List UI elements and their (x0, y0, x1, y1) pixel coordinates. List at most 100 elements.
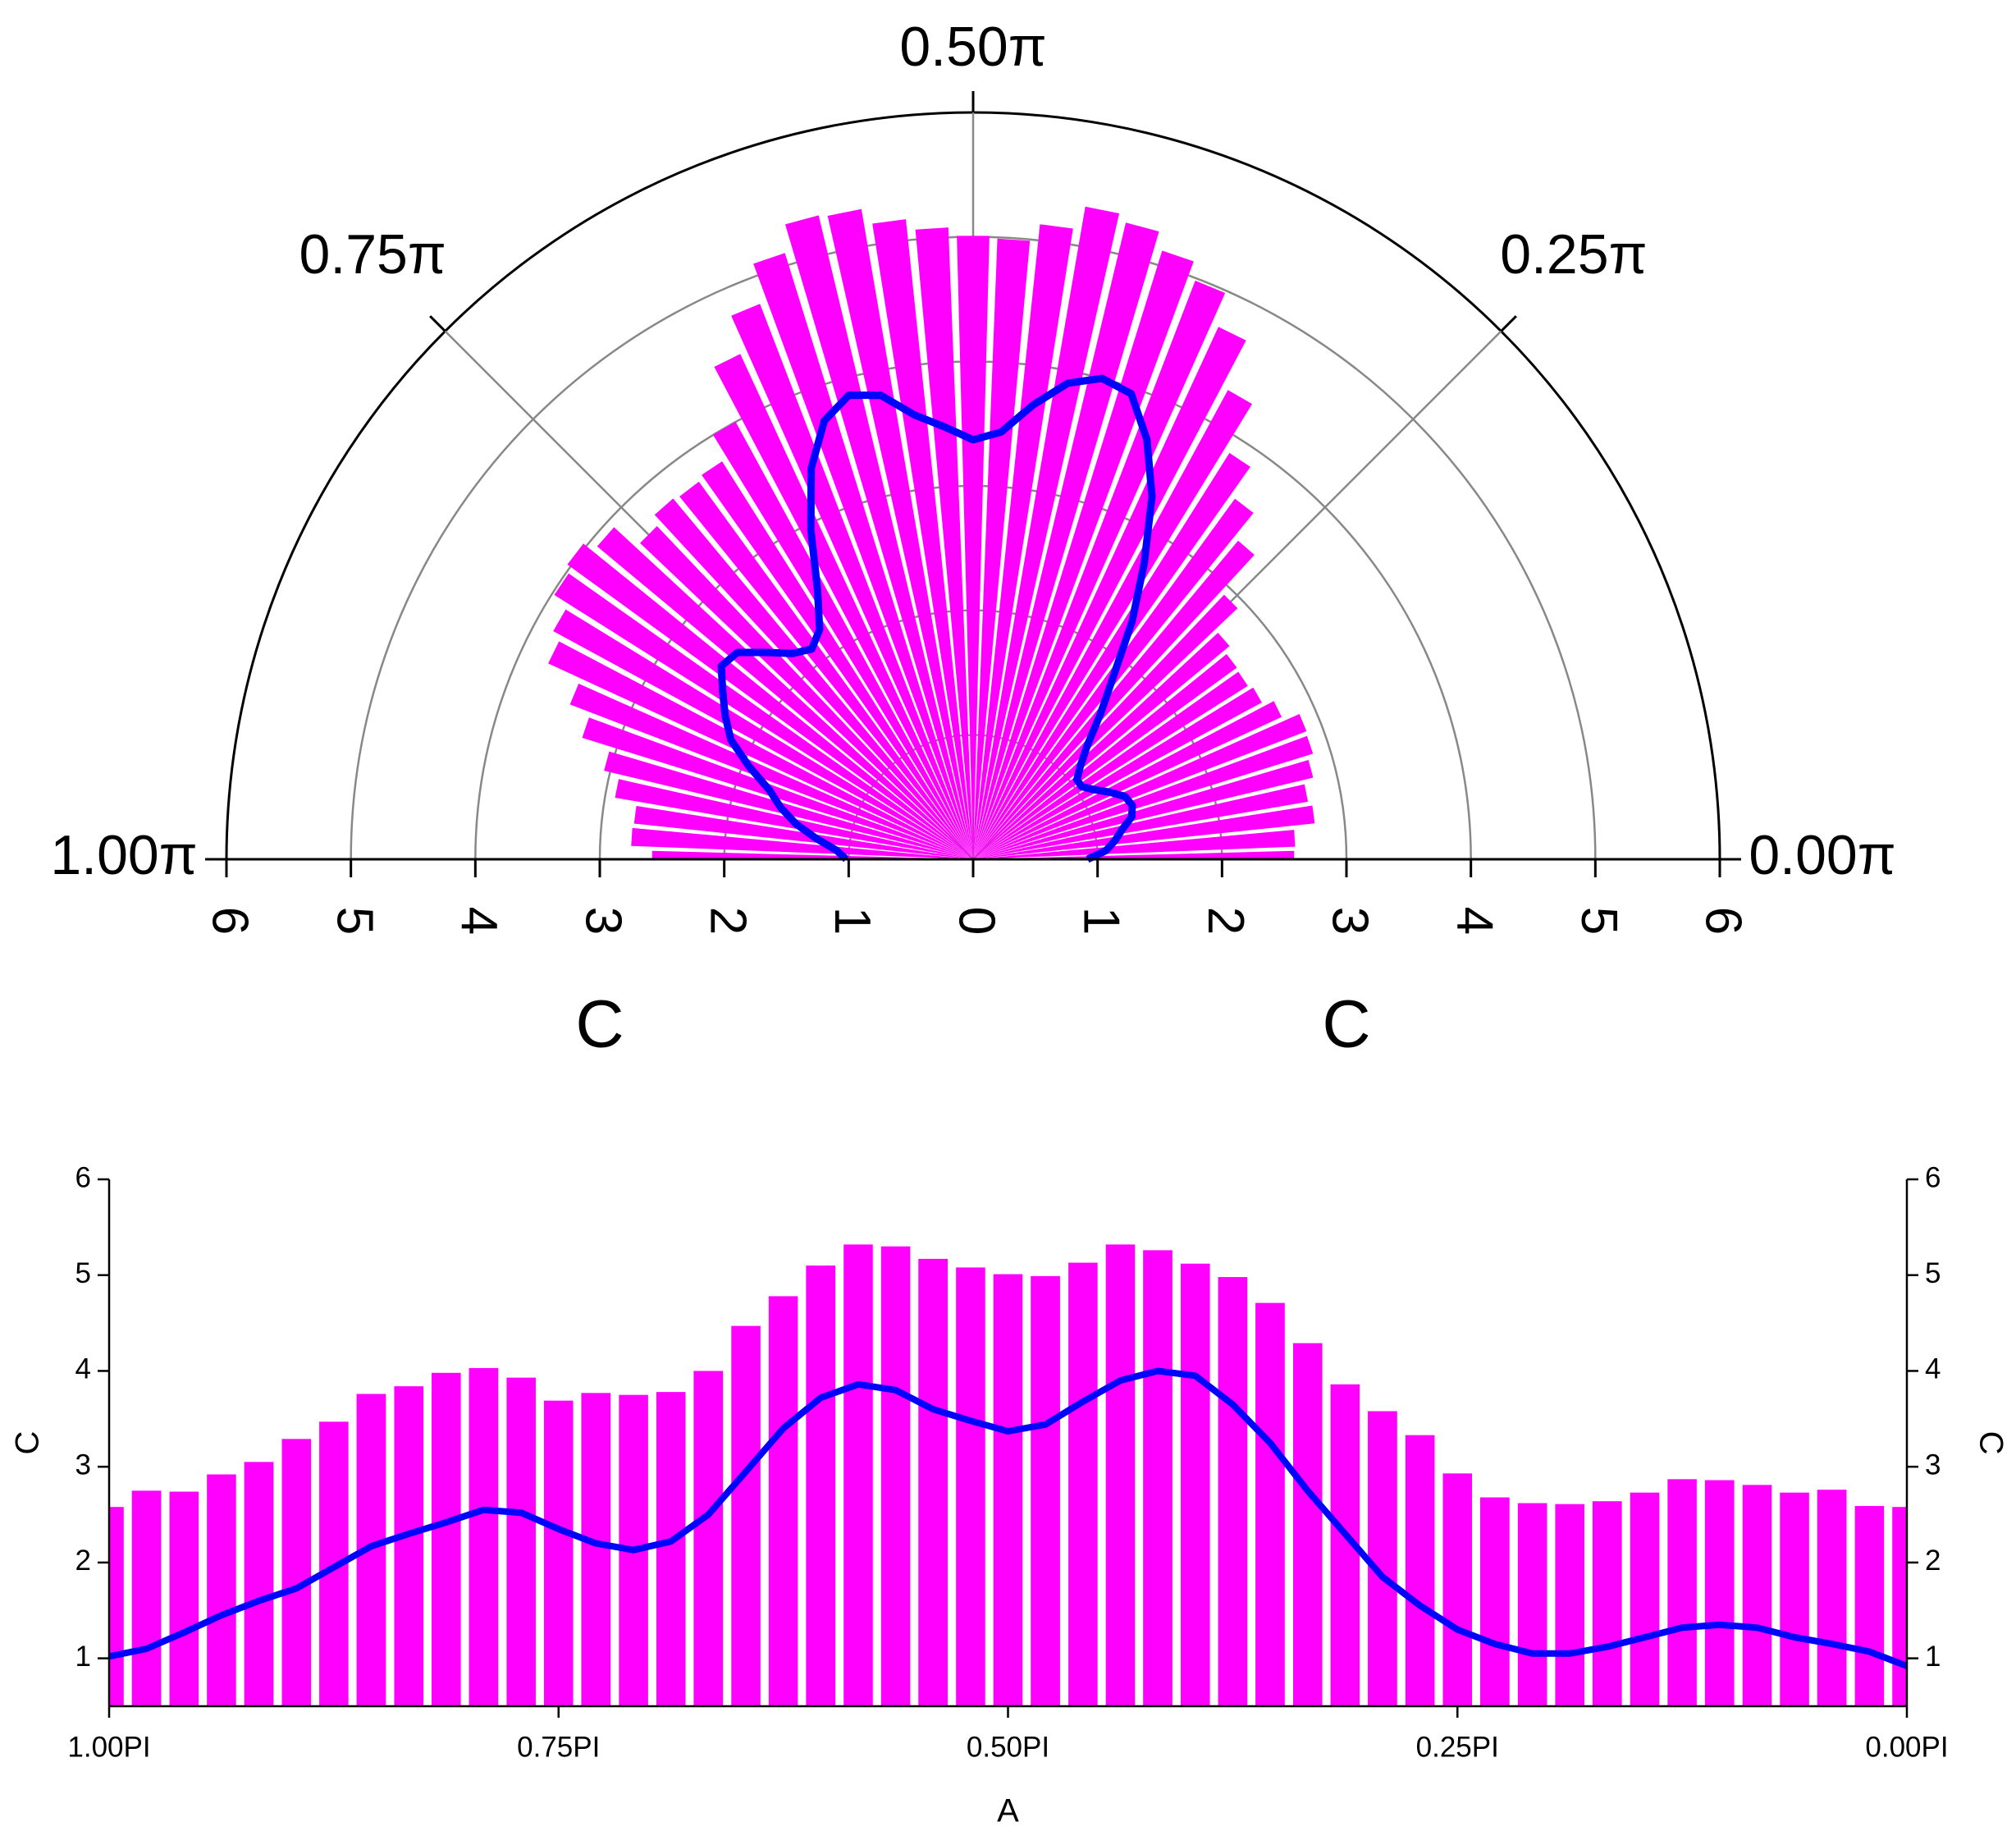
bar (1105, 1244, 1136, 1706)
radial-tick-label: 5 (326, 907, 382, 935)
bar (1555, 1504, 1584, 1706)
bar (993, 1274, 1023, 1706)
y-tick-label: 4 (75, 1353, 91, 1385)
bar (131, 1490, 162, 1706)
bar (1892, 1507, 1907, 1706)
angular-tick (429, 315, 446, 332)
angular-tick-label: 0.50π (899, 16, 1046, 78)
bar (394, 1386, 424, 1706)
angular-tick-label: 0.00π (1749, 824, 1895, 886)
y2-tick-label: 1 (1925, 1641, 1941, 1673)
radial-tick-label: 0 (949, 907, 1005, 935)
radial-tick-label: 0 (949, 907, 1005, 935)
radial-axis-title: C (575, 987, 624, 1062)
x-tick-label: 0.25PI (1416, 1731, 1499, 1763)
polar-bar (640, 526, 973, 859)
bar (1704, 1480, 1735, 1706)
polar-bar (631, 827, 973, 859)
y2-tick-label: 4 (1925, 1353, 1941, 1385)
polar-bar (915, 227, 973, 859)
radial-tick-label: 2 (1197, 907, 1254, 935)
radial-tick-label: 4 (1446, 907, 1502, 935)
y2-axis-title: C (1973, 1431, 2009, 1455)
y-tick-label: 6 (75, 1161, 91, 1193)
bar (806, 1266, 836, 1706)
polar-bar (582, 717, 973, 859)
polar-bar (973, 687, 1262, 859)
polar-bar (973, 653, 1237, 859)
bar (169, 1491, 199, 1706)
bar (1854, 1506, 1885, 1706)
x-tick-label: 0.50PI (967, 1731, 1049, 1763)
polar-bar (973, 224, 1073, 859)
polar-bar (973, 238, 1031, 859)
radial-tick-label: 2 (699, 907, 756, 935)
angular-tick (1500, 315, 1517, 332)
bar (207, 1474, 236, 1706)
x-tick-label: 0.00PI (1865, 1731, 1948, 1763)
bar (581, 1393, 611, 1706)
angular-tick-label: 1.00π (50, 824, 197, 886)
bar (768, 1296, 798, 1706)
polar-bar (973, 735, 1314, 859)
bar (1218, 1277, 1248, 1706)
y-tick-label: 1 (75, 1641, 91, 1673)
bar (1517, 1503, 1547, 1706)
polar-bar (569, 683, 973, 859)
bar (1592, 1501, 1622, 1706)
bar (1479, 1497, 1510, 1706)
polar-bar (702, 461, 973, 859)
bar (1255, 1302, 1285, 1706)
y2-tick-label: 2 (1925, 1545, 1941, 1577)
polar-bar (973, 594, 1238, 859)
polar-bar (553, 609, 973, 859)
polar-bar (654, 498, 973, 859)
bar (1405, 1435, 1435, 1706)
radial-tick-label: 4 (450, 907, 507, 935)
bar (432, 1372, 461, 1706)
bar (956, 1267, 985, 1706)
bar (543, 1400, 574, 1706)
polar-bar (973, 784, 1309, 859)
polar-bar (753, 253, 973, 859)
bar (693, 1371, 724, 1706)
polar-bar (784, 215, 973, 859)
polar-bar (973, 390, 1252, 859)
x-tick-label: 0.75PI (517, 1731, 600, 1763)
bar (1292, 1343, 1323, 1706)
bars (109, 1244, 1907, 1706)
bar (1780, 1492, 1809, 1706)
bar (1143, 1250, 1173, 1706)
polar-bar (554, 573, 973, 859)
polar-bar (827, 208, 973, 859)
polar-bar (973, 701, 1282, 859)
bar (656, 1392, 686, 1706)
radial-tick-label: 6 (1695, 907, 1752, 935)
y2-tick-label: 5 (1925, 1257, 1941, 1289)
bars (548, 206, 1315, 859)
y-axis-title: C (10, 1431, 46, 1455)
polar-bar (973, 633, 1230, 859)
polar-bar (973, 830, 1296, 859)
bar (918, 1258, 948, 1706)
polar-bar (679, 481, 973, 859)
bar (1817, 1490, 1847, 1706)
polar-bar (973, 805, 1315, 859)
polar-bar (712, 421, 973, 859)
y2-tick-label: 6 (1925, 1161, 1941, 1193)
bar (469, 1367, 499, 1706)
polar-bar (973, 280, 1226, 859)
radial-tick-label: 5 (1570, 907, 1627, 935)
y-tick-label: 2 (75, 1545, 91, 1577)
y2-tick-label: 3 (1925, 1449, 1941, 1481)
polar-bar (973, 206, 1120, 859)
polar-bar (604, 751, 973, 859)
bar (281, 1439, 312, 1706)
bar (1368, 1411, 1397, 1706)
bar (1068, 1262, 1098, 1706)
bar (1667, 1479, 1697, 1706)
polar-bar (567, 543, 973, 859)
polar-bar (973, 671, 1248, 859)
